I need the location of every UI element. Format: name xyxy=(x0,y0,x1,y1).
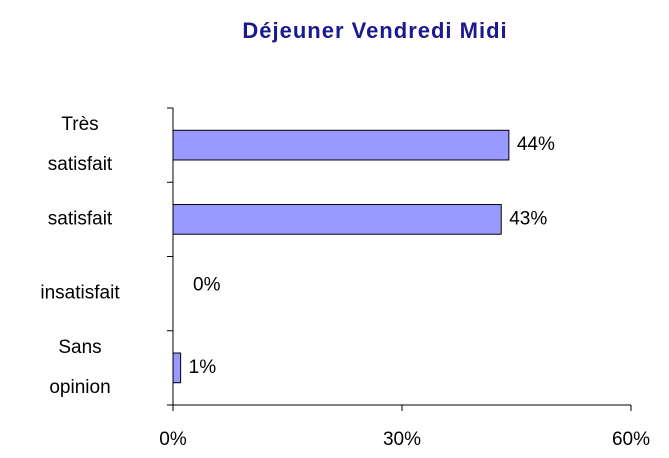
bar xyxy=(172,129,510,161)
data-label: 1% xyxy=(189,357,217,378)
y-tick-label: Sans opinion xyxy=(49,337,110,398)
chart-title: Déjeuner Vendredi Midi xyxy=(242,18,507,43)
bar xyxy=(172,352,182,384)
y-tick-label: satisfait xyxy=(48,208,113,229)
bar xyxy=(172,204,502,235)
data-label: 0% xyxy=(193,275,221,296)
x-tick-label: 0% xyxy=(159,429,187,450)
data-label: 44% xyxy=(517,134,555,155)
data-label: 43% xyxy=(509,208,547,229)
y-tick-label: insatisfait xyxy=(40,283,120,304)
y-tick-label: Très satisfait xyxy=(48,114,113,175)
x-tick-label: 60% xyxy=(612,429,650,450)
x-tick-label: 30% xyxy=(383,429,421,450)
